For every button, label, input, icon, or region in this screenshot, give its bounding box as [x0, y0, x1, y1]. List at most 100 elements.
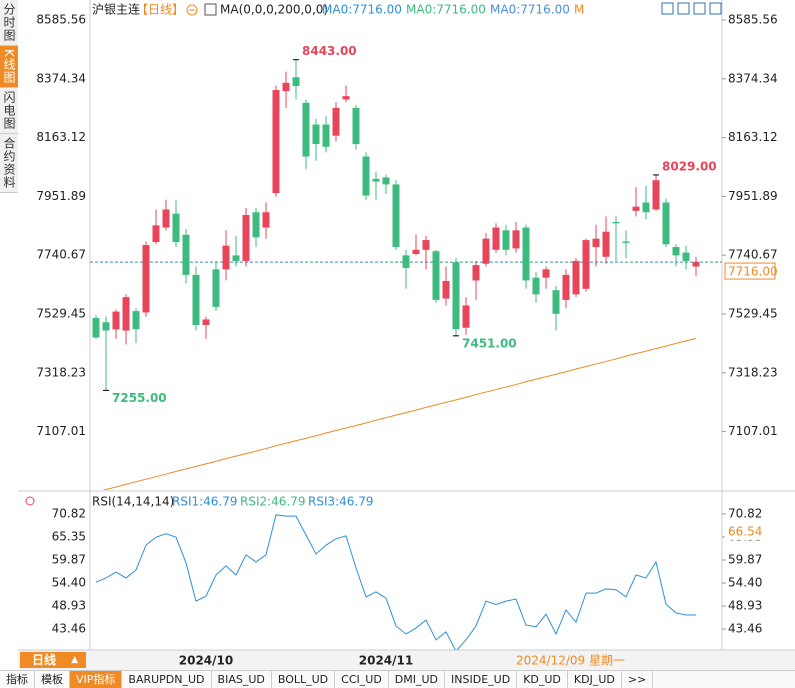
button[interactable] — [709, 2, 722, 15]
candle-body — [452, 262, 460, 330]
indicator-tab[interactable]: 模板 — [35, 671, 70, 688]
y-tick-label: 48.93 — [728, 599, 762, 613]
button[interactable] — [661, 2, 674, 15]
candle-body — [322, 124, 330, 147]
candle-body — [562, 274, 570, 300]
x-tick-label: 2024/10 — [179, 654, 233, 668]
candle-body — [252, 212, 260, 238]
side-tab[interactable]: K线图 — [0, 46, 18, 88]
candle-body — [282, 82, 290, 92]
legend-entry: M — [574, 3, 584, 17]
rsi-title: RSI(14,14,14) — [92, 495, 174, 509]
y-tick-label: 8163.12 — [36, 130, 86, 144]
candle-body — [362, 156, 370, 196]
candle-body — [342, 96, 350, 100]
indicator-tab[interactable]: VIP指标 — [70, 671, 123, 688]
candle-body — [222, 245, 230, 270]
ma-line — [101, 337, 697, 490]
candle-body — [132, 311, 140, 330]
rsi-current-tag — [725, 523, 765, 540]
y-tick-label: 8585.56 — [36, 12, 86, 26]
candle-body — [202, 319, 210, 325]
candle-body — [642, 202, 650, 213]
indicator-tab[interactable]: INSIDE_UD — [445, 671, 518, 688]
candle-body — [492, 227, 500, 250]
candle-body — [652, 180, 660, 210]
candle-body — [272, 90, 280, 194]
y-tick-label: 70.82 — [728, 506, 762, 520]
y-tick-label: 7529.45 — [728, 306, 778, 320]
annotation-label: 7451.00 — [462, 336, 517, 350]
y-tick-label: 43.46 — [728, 622, 762, 636]
y-tick-label: 7951.89 — [728, 189, 778, 203]
candle-body — [622, 241, 630, 243]
button[interactable] — [693, 2, 706, 15]
y-tick-label: 54.40 — [52, 576, 86, 590]
indicator-tab[interactable]: >> — [622, 671, 654, 688]
y-tick-label: 59.87 — [52, 553, 86, 567]
candle-body — [332, 107, 340, 136]
candle-body — [662, 202, 670, 245]
candle-body — [412, 249, 420, 254]
candle-body — [142, 245, 150, 313]
y-tick-label: 7951.89 — [36, 189, 86, 203]
y-tick-label: 7318.23 — [728, 365, 778, 379]
candle-body — [182, 234, 190, 275]
candle-body — [672, 247, 680, 256]
y-tick-label: 8374.34 — [36, 71, 86, 85]
legend-entry: RSI2:46.79 — [240, 495, 306, 509]
settings-icon[interactable] — [25, 496, 35, 506]
candle-body — [502, 230, 510, 250]
side-tab[interactable]: 分时图 — [0, 0, 18, 46]
candle-body — [532, 277, 540, 295]
candle-body — [352, 107, 360, 145]
indicator-tab[interactable]: 指标 — [0, 671, 35, 688]
legend-entry: RSI1:46.79 — [172, 495, 238, 509]
rsi-line — [95, 514, 697, 650]
indicator-tab[interactable]: CCI_UD — [335, 671, 389, 688]
candle-body — [122, 297, 130, 331]
date-axis-bg — [18, 650, 795, 670]
candle-body — [192, 274, 200, 325]
candle-body — [372, 178, 380, 182]
y-tick-label: 70.82 — [52, 506, 86, 520]
y-tick-label: 8585.56 — [728, 12, 778, 26]
legend-entry: MA0:7716.00 — [406, 3, 486, 17]
side-tab[interactable]: 合约资料 — [0, 133, 18, 193]
candle-body — [442, 280, 450, 299]
y-tick-label: 7107.01 — [36, 424, 86, 438]
legend-entry: RSI3:46.79 — [308, 495, 374, 509]
y-tick-label: 54.40 — [728, 576, 762, 590]
indicator-tab[interactable]: DMI_UD — [389, 671, 446, 688]
candle-body — [212, 269, 220, 307]
indicator-tab[interactable]: BIAS_UD — [212, 671, 272, 688]
candle-body — [612, 221, 620, 224]
y-tick-label: 8374.34 — [728, 71, 778, 85]
candle-body — [302, 102, 310, 157]
indicator-icon[interactable] — [204, 3, 217, 16]
side-tab[interactable]: 闪电图 — [0, 87, 18, 134]
candle-body — [522, 227, 530, 281]
candle-body — [402, 255, 410, 268]
candle-body — [582, 240, 590, 289]
indicator-tab[interactable]: BARUPDN_UD — [122, 671, 212, 688]
collapse-icon[interactable] — [186, 4, 198, 16]
y-tick-label: 59.87 — [728, 553, 762, 567]
candle-body — [162, 209, 170, 228]
period-button[interactable]: 日线 ▲ — [20, 652, 86, 668]
candle-body — [152, 225, 160, 243]
candle-body — [232, 255, 240, 261]
indicator-tab[interactable]: KDJ_UD — [568, 671, 622, 688]
y-tick-label: 43.46 — [52, 622, 86, 636]
candle-body — [422, 240, 430, 250]
last-price-label: 7716.00 — [728, 265, 778, 279]
legend-entry: MA0:7716.00 — [490, 3, 570, 17]
last-price-tag — [724, 262, 776, 280]
rsi-current-label: 66.54 — [728, 524, 762, 538]
indicator-tab[interactable]: KD_UD — [517, 671, 568, 688]
button[interactable] — [677, 2, 690, 15]
indicator-tab[interactable]: BOLL_UD — [272, 671, 336, 688]
candle-body — [172, 213, 180, 243]
price-plot: 8443.00 8029.00 7451.00 7255.00 — [90, 44, 722, 490]
